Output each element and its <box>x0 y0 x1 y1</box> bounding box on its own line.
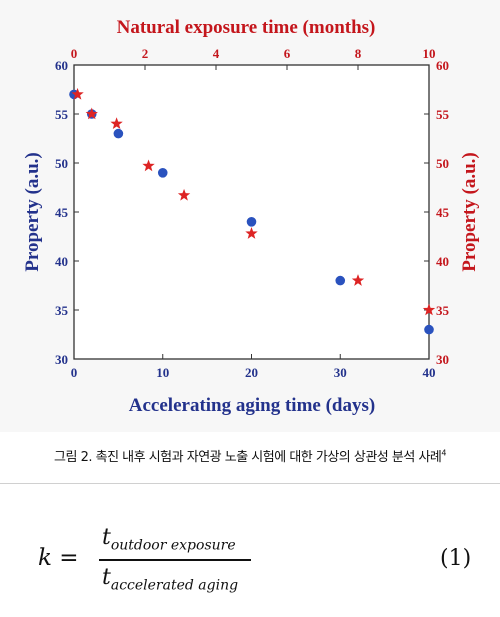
y-tick-label: 35 <box>55 303 69 318</box>
scatter-chart: Natural exposure time (months) Property … <box>22 17 480 416</box>
data-point-circle <box>335 275 346 286</box>
x-tick-label: 0 <box>71 365 78 380</box>
data-point-star <box>71 87 84 100</box>
x2-tick-label: 6 <box>284 46 291 61</box>
y-tick-label: 45 <box>55 205 69 220</box>
data-point-circle <box>113 128 124 139</box>
equation-block: k = toutdoor exposure taccelerated aging… <box>0 495 500 615</box>
data-point-star <box>85 107 98 120</box>
numerator-subscript: outdoor exposure <box>110 537 236 554</box>
caption-reference: 4 <box>441 448 446 458</box>
y-tick-label: 30 <box>55 352 68 367</box>
equation-number: (1) <box>440 546 472 571</box>
y-tick-label: 40 <box>55 254 68 269</box>
x-tick-label: 30 <box>334 365 347 380</box>
x2-tick-label: 10 <box>423 46 436 61</box>
x2-tick-label: 4 <box>213 46 220 61</box>
data-point-circle <box>424 324 434 335</box>
denominator-subscript: accelerated aging <box>110 577 239 594</box>
bottom-axis-title: Accelerating aging time (days) <box>129 395 375 416</box>
data-point-star <box>110 117 123 130</box>
divider <box>0 483 500 484</box>
data-point-star <box>177 188 191 201</box>
y2-tick-label: 45 <box>436 205 450 220</box>
figure-panel: Natural exposure time (months) Property … <box>22 17 480 416</box>
y2-tick-label: 35 <box>436 303 450 318</box>
left-axis-title: Property (a.u.) <box>22 152 43 271</box>
top-axis-title: Natural exposure time (months) <box>117 17 376 38</box>
x-tick-label: 40 <box>423 365 436 380</box>
x-tick-label: 20 <box>245 365 258 380</box>
y-tick-label: 60 <box>55 58 68 73</box>
data-point-circle <box>246 217 257 227</box>
plot-area <box>73 64 430 360</box>
numerator-variable: t <box>102 525 111 550</box>
fraction-bar <box>99 559 251 561</box>
y2-tick-label: 55 <box>436 107 450 122</box>
y2-tick-label: 50 <box>436 156 449 171</box>
equation-numerator: toutdoor exposure <box>102 525 236 553</box>
x2-tick-label: 0 <box>71 46 78 61</box>
caption-text: 그림 2. 촉진 내후 시험과 자연광 노출 시험에 대한 가상의 상관성 분석… <box>54 450 442 465</box>
figure-caption: 그림 2. 촉진 내후 시험과 자연광 노출 시험에 대한 가상의 상관성 분석… <box>0 446 500 465</box>
y2-tick-label: 30 <box>436 352 449 367</box>
data-point-star <box>245 227 258 239</box>
denominator-variable: t <box>102 565 111 590</box>
equation-lhs: k = <box>38 545 79 571</box>
right-axis-title: Property (a.u.) <box>459 152 480 271</box>
x-tick-label: 10 <box>156 365 169 380</box>
y2-tick-label: 60 <box>436 58 449 73</box>
equation-denominator: taccelerated aging <box>102 565 238 593</box>
x2-tick-label: 2 <box>142 46 149 61</box>
data-point-star <box>142 159 155 172</box>
y-tick-label: 55 <box>55 107 69 122</box>
data-point-star <box>422 303 436 316</box>
data-point-star <box>351 274 365 286</box>
y-tick-label: 50 <box>55 156 68 171</box>
y2-tick-label: 40 <box>436 254 449 269</box>
x2-tick-label: 8 <box>355 46 362 61</box>
data-point-circle <box>157 168 168 178</box>
